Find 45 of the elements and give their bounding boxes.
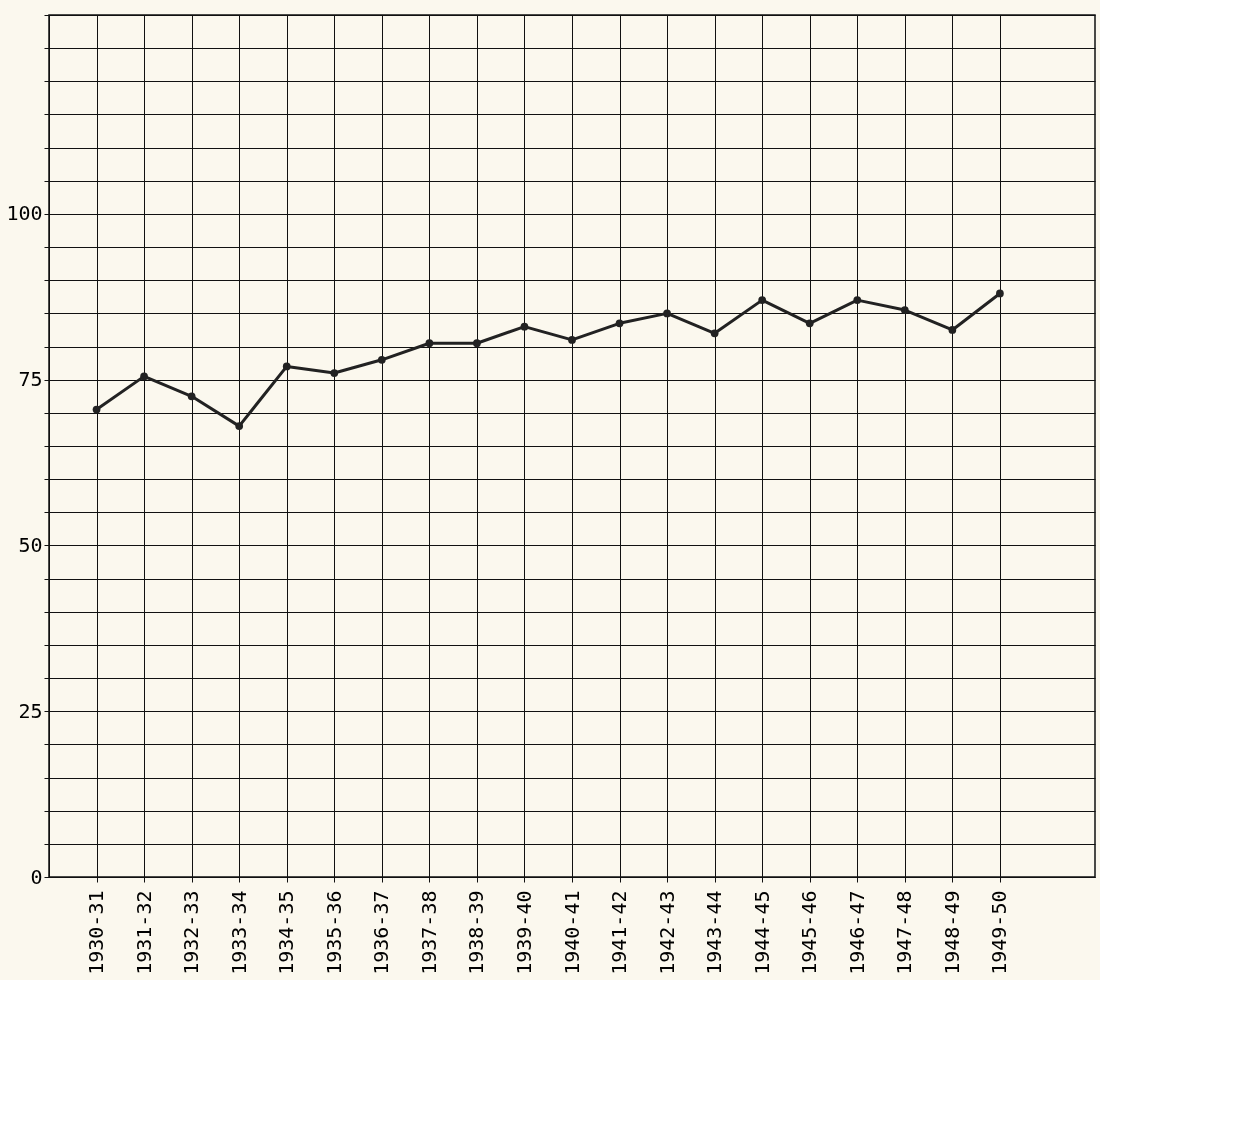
x-tick-label: 1937-38	[416, 890, 441, 975]
point	[282, 362, 291, 371]
x-tick-label: 1934-35	[274, 890, 299, 975]
x-tick-label: 1939-40	[511, 890, 536, 975]
x-tick-label: 1947-48	[892, 890, 917, 975]
y-tick-label: 25	[18, 698, 43, 723]
x-tick-label: 1943-44	[702, 890, 727, 975]
x-tick-label: 1940-41	[559, 890, 584, 975]
point	[187, 392, 196, 401]
point	[473, 339, 481, 348]
y-tick-label: 0	[30, 864, 43, 889]
point	[900, 306, 909, 314]
point	[330, 369, 339, 377]
x-tick-label: 1945-46	[797, 890, 822, 975]
point	[568, 336, 576, 344]
point	[758, 296, 767, 304]
x-tick-label: 1933-34	[226, 890, 251, 975]
point	[377, 355, 386, 364]
point	[520, 322, 529, 331]
y-tick-label: 75	[18, 367, 43, 392]
point	[710, 329, 719, 338]
x-tick-label: 1935-36	[321, 890, 346, 975]
point	[92, 405, 101, 414]
point	[235, 422, 244, 430]
point	[663, 309, 671, 318]
point	[948, 326, 957, 334]
x-tick-label: 1931-32	[131, 890, 156, 975]
x-tick-label: 1936-37	[369, 890, 394, 975]
point	[615, 319, 624, 328]
y-tick-label: 100	[6, 201, 43, 226]
x-tick-label: 1938-39	[464, 890, 489, 975]
point	[996, 289, 1004, 298]
point	[425, 339, 434, 348]
x-tick-label: 1946-47	[844, 890, 869, 975]
x-tick-label: 1941-42	[607, 890, 632, 975]
x-tick-label: 1948-49	[939, 890, 964, 975]
point	[853, 296, 862, 304]
point	[140, 372, 148, 381]
x-tick-label: 1930-31	[84, 890, 109, 975]
x-tick-label: 1949-50	[987, 890, 1012, 975]
point	[805, 319, 814, 328]
y-tick-label: 50	[18, 532, 43, 557]
x-tick-label: 1932-33	[179, 890, 204, 975]
x-tick-label: 1944-45	[749, 890, 774, 975]
x-tick-label: 1942-43	[654, 890, 679, 975]
